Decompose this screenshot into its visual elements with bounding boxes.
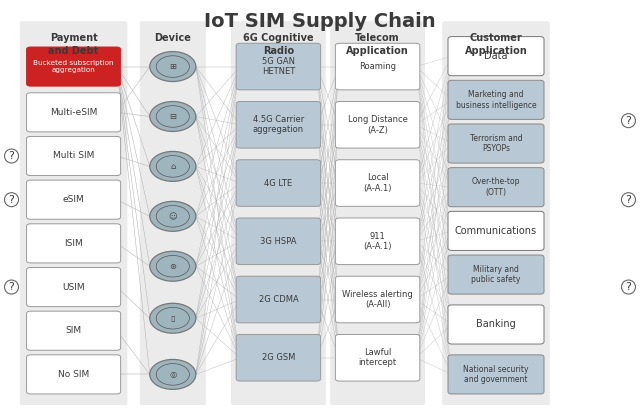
FancyBboxPatch shape	[330, 21, 425, 405]
FancyBboxPatch shape	[27, 311, 121, 350]
Circle shape	[150, 303, 196, 333]
FancyBboxPatch shape	[231, 21, 326, 405]
Text: 4.5G Carrier
aggregation: 4.5G Carrier aggregation	[253, 115, 304, 134]
Text: Payment
and Debt: Payment and Debt	[49, 33, 99, 56]
FancyBboxPatch shape	[335, 334, 420, 381]
Text: Lawful
intercept: Lawful intercept	[358, 348, 397, 367]
FancyBboxPatch shape	[27, 355, 121, 394]
FancyBboxPatch shape	[236, 102, 321, 148]
FancyBboxPatch shape	[448, 37, 544, 76]
Text: ?: ?	[625, 116, 632, 126]
FancyBboxPatch shape	[335, 43, 420, 90]
Circle shape	[150, 102, 196, 131]
FancyBboxPatch shape	[236, 43, 321, 90]
Text: 2G GSM: 2G GSM	[262, 353, 295, 362]
Text: 2G CDMA: 2G CDMA	[259, 295, 298, 304]
FancyBboxPatch shape	[448, 255, 544, 294]
Text: 3G HSPA: 3G HSPA	[260, 237, 297, 246]
Circle shape	[150, 151, 196, 181]
Text: 6G Cognitive
Radio: 6G Cognitive Radio	[243, 33, 314, 56]
Text: ☺: ☺	[168, 212, 177, 221]
FancyBboxPatch shape	[335, 218, 420, 265]
Text: Communications: Communications	[455, 226, 537, 236]
FancyBboxPatch shape	[236, 160, 321, 206]
Text: ◎: ◎	[169, 370, 177, 379]
Text: Multi SIM: Multi SIM	[53, 151, 94, 161]
FancyBboxPatch shape	[448, 168, 544, 207]
Circle shape	[150, 52, 196, 82]
Text: ⌂: ⌂	[170, 162, 175, 171]
FancyBboxPatch shape	[27, 180, 121, 219]
Text: Multi-eSIM: Multi-eSIM	[50, 108, 97, 117]
Text: ⊞: ⊞	[170, 62, 176, 71]
Text: USIM: USIM	[62, 282, 85, 292]
Text: ⊛: ⊛	[170, 262, 176, 271]
Text: ▯: ▯	[170, 314, 175, 323]
FancyBboxPatch shape	[448, 124, 544, 163]
Text: ?: ?	[8, 282, 15, 292]
FancyBboxPatch shape	[27, 93, 121, 132]
Text: Device: Device	[154, 33, 191, 43]
Circle shape	[150, 359, 196, 389]
FancyBboxPatch shape	[27, 47, 121, 86]
Text: IoT SIM Supply Chain: IoT SIM Supply Chain	[204, 12, 436, 31]
Text: ?: ?	[625, 282, 632, 292]
FancyBboxPatch shape	[236, 334, 321, 381]
Text: Terrorism and
PSYOPs: Terrorism and PSYOPs	[470, 134, 522, 153]
FancyBboxPatch shape	[20, 21, 127, 405]
Text: Marketing and
business intelligence: Marketing and business intelligence	[456, 90, 536, 109]
Text: ?: ?	[625, 195, 632, 205]
FancyBboxPatch shape	[236, 276, 321, 323]
FancyBboxPatch shape	[335, 102, 420, 148]
FancyBboxPatch shape	[27, 224, 121, 263]
Text: ISIM: ISIM	[64, 239, 83, 248]
FancyBboxPatch shape	[448, 211, 544, 250]
FancyBboxPatch shape	[442, 21, 550, 405]
FancyBboxPatch shape	[448, 355, 544, 394]
Text: Telecom
Application: Telecom Application	[346, 33, 409, 56]
Text: SIM: SIM	[65, 326, 82, 335]
Text: Banking: Banking	[476, 319, 516, 329]
Text: Over-the-top
(OTT): Over-the-top (OTT)	[472, 178, 520, 197]
Text: ⊟: ⊟	[170, 112, 176, 121]
Text: 4G LTE: 4G LTE	[264, 178, 292, 188]
FancyBboxPatch shape	[448, 80, 544, 119]
Text: National security
and government: National security and government	[463, 365, 529, 384]
FancyBboxPatch shape	[27, 267, 121, 307]
Text: Customer
Application: Customer Application	[465, 33, 527, 56]
Text: No SIM: No SIM	[58, 370, 89, 379]
Text: Military and
public safety: Military and public safety	[471, 265, 521, 284]
Circle shape	[150, 201, 196, 231]
Text: Data: Data	[484, 51, 508, 61]
Text: 911
(A-A.1): 911 (A-A.1)	[364, 232, 392, 251]
Text: 5G GAN
HETNET: 5G GAN HETNET	[262, 57, 295, 76]
FancyBboxPatch shape	[27, 136, 121, 176]
Text: Long Distance
(A-Z): Long Distance (A-Z)	[348, 115, 408, 134]
Text: eSIM: eSIM	[63, 195, 84, 204]
Text: ?: ?	[8, 151, 15, 161]
Text: Local
(A-A.1): Local (A-A.1)	[364, 173, 392, 193]
FancyBboxPatch shape	[335, 160, 420, 206]
Text: Bucketed subscription
aggregation: Bucketed subscription aggregation	[33, 60, 114, 73]
FancyBboxPatch shape	[335, 276, 420, 323]
FancyBboxPatch shape	[140, 21, 206, 405]
Circle shape	[150, 251, 196, 281]
Text: Roaming: Roaming	[359, 62, 396, 71]
FancyBboxPatch shape	[236, 218, 321, 265]
Text: ?: ?	[8, 195, 15, 205]
Text: Wireless alerting
(A-All): Wireless alerting (A-All)	[342, 290, 413, 309]
FancyBboxPatch shape	[448, 305, 544, 344]
